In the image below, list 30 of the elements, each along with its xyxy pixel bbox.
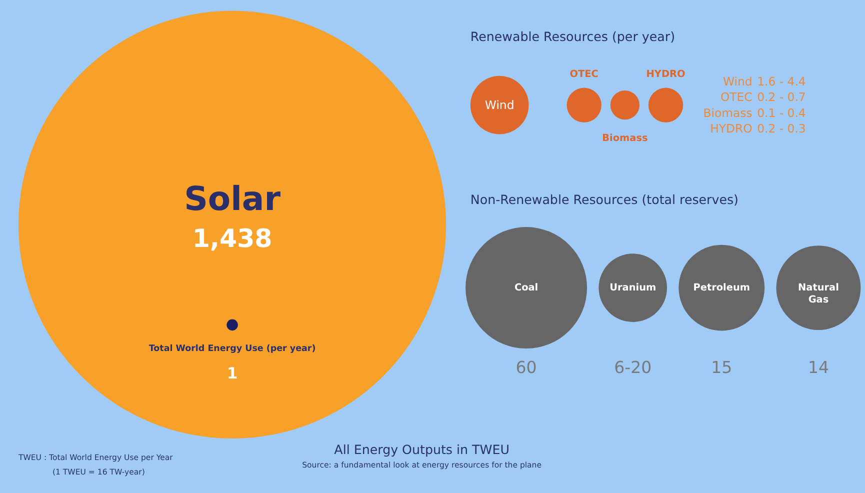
data-label: 0.2 - 0.3: [757, 121, 806, 136]
category-label: OTEC: [720, 90, 752, 104]
text: TWEU : Total World Energy Use per Year: [17, 452, 174, 462]
data-label: 15: [711, 358, 732, 377]
data-label: 6-20: [614, 358, 652, 377]
category-label: OTEC: [570, 68, 598, 80]
data-label: 0.1 - 0.4: [757, 106, 806, 120]
category-label: HYDRO: [710, 121, 752, 136]
data-label: 1: [226, 364, 238, 382]
data-label: 0.2 - 0.7: [757, 90, 806, 104]
text: Renewable Resources (per year): [470, 28, 676, 44]
data-label: 1,438: [192, 224, 272, 253]
text: All Energy Outputs in TWEU: [334, 442, 510, 458]
text: (1 TWEU = 16 TW-year): [52, 467, 145, 476]
data-label: 1.6 - 4.4: [757, 74, 806, 89]
category-label: Biomass: [602, 133, 648, 144]
data-label: 14: [808, 358, 829, 377]
category-label: Wind: [722, 74, 752, 89]
source-note: Source: a fundamental look at energy resources for the plane: [302, 460, 542, 470]
category-label: Coal: [514, 282, 538, 294]
category-label: Total World Energy Use (per year): [148, 344, 316, 354]
category-label: Solar: [184, 179, 282, 218]
category-label: Biomass: [703, 106, 752, 120]
data-label: 60: [516, 358, 537, 377]
category-label: Natural Gas: [798, 282, 839, 306]
category-label: Petroleum: [693, 282, 750, 294]
category-label: Wind: [484, 98, 514, 112]
text: Non-Renewable Resources (total reserves): [470, 192, 738, 208]
category-label: HYDRO: [646, 68, 686, 80]
category-label: Uranium: [610, 282, 656, 294]
